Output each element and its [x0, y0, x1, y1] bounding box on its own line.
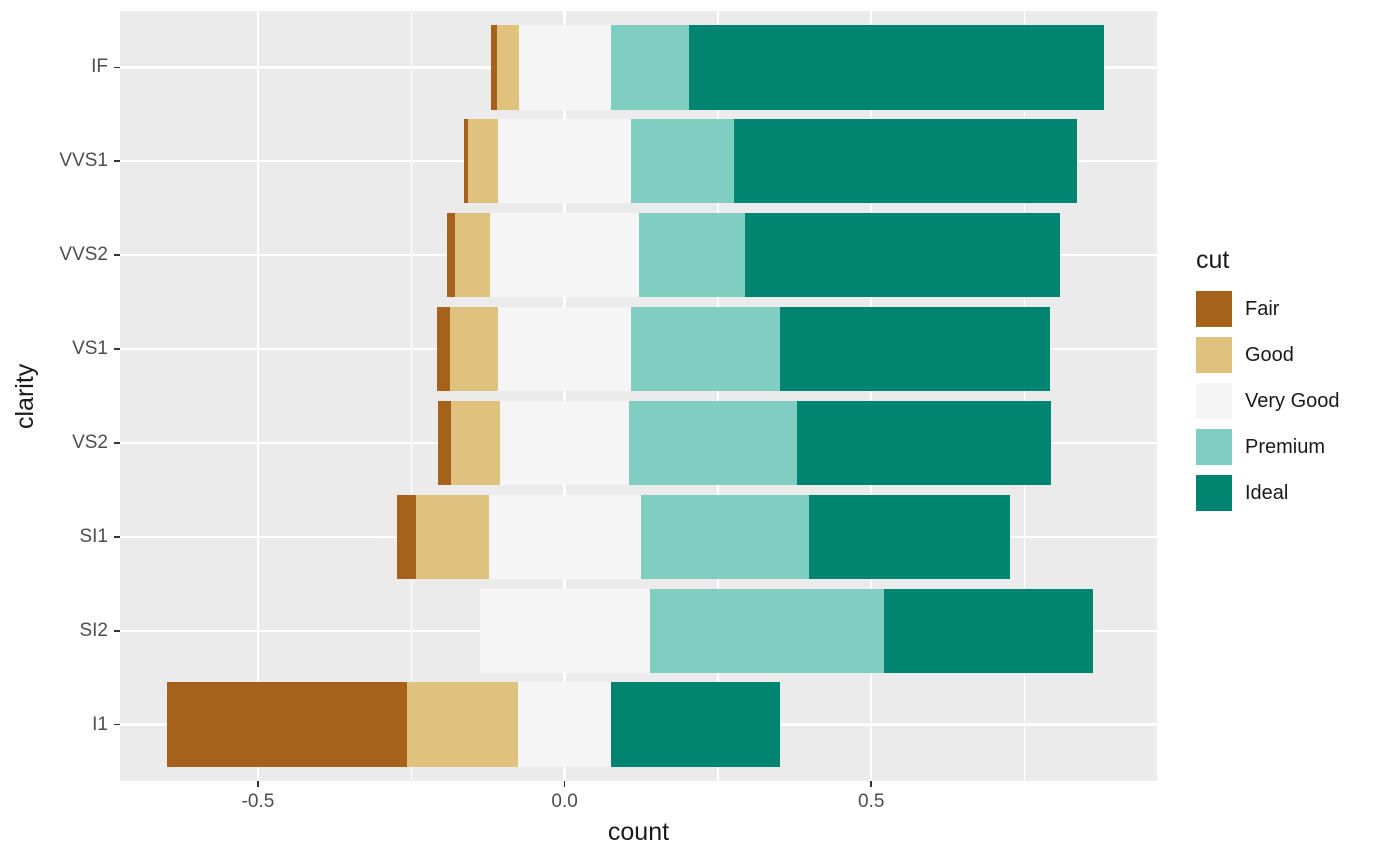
bar-segment-premium — [629, 400, 798, 486]
gridline-minor-vertical — [1023, 11, 1026, 781]
bar-segment-very-good — [479, 588, 650, 673]
y-tick-label: VVS2 — [59, 244, 108, 266]
legend-entry-premium: Premium — [1196, 429, 1340, 465]
y-axis-tick — [114, 160, 120, 163]
legend-entry-fair: Fair — [1196, 291, 1340, 327]
bar-segment-very-good — [488, 494, 641, 580]
y-axis-title: clarity — [11, 363, 39, 429]
bar-segment-premium — [610, 25, 690, 110]
legend-key-ideal — [1196, 475, 1232, 511]
legend-label-very-good: Very Good — [1245, 389, 1340, 412]
x-tick-label: 0.0 — [551, 791, 578, 812]
legend-label-ideal: Ideal — [1245, 481, 1289, 504]
x-axis-tick — [870, 781, 873, 787]
legend-entry-ideal: Ideal — [1196, 475, 1340, 511]
legend-label-good: Good — [1245, 343, 1294, 366]
y-tick-label: SI1 — [79, 525, 108, 547]
legend-key-very-good — [1196, 383, 1232, 419]
bar-segment-good — [406, 682, 519, 767]
legend-key-good — [1196, 337, 1232, 373]
bar-segment-good — [449, 306, 499, 392]
x-axis-tick — [563, 781, 566, 787]
gridline-major-vertical — [563, 11, 566, 781]
bar-segment-ideal — [808, 494, 1010, 580]
y-tick-label: IF — [91, 56, 108, 78]
bar-segment-ideal — [689, 25, 1105, 110]
y-axis-tick — [114, 629, 120, 632]
y-tick-label: I1 — [92, 713, 108, 735]
bar-segment-premium — [631, 306, 781, 392]
bar-segment-ideal — [610, 682, 781, 767]
legend: cut Fair Good Very Good Premium Ideal — [1196, 246, 1340, 521]
x-axis-title: count — [607, 818, 670, 846]
bar-segment-good — [455, 212, 490, 298]
legend-key-premium — [1196, 429, 1232, 465]
bar-segment-ideal — [744, 212, 1061, 298]
bar-segment-very-good — [489, 212, 640, 298]
y-tick-label: SI2 — [79, 619, 108, 641]
bar-segment-fair — [491, 25, 498, 110]
bar-segment-very-good — [498, 118, 631, 204]
y-axis-tick — [114, 723, 120, 726]
bar-segment-good — [450, 400, 500, 486]
y-axis-tick — [114, 348, 120, 350]
y-tick-label: VS1 — [72, 338, 108, 360]
legend-label-premium: Premium — [1245, 435, 1326, 458]
bar-segment-ideal — [733, 118, 1078, 204]
x-tick-label: 0.5 — [858, 791, 885, 812]
bar-segment-fair — [437, 400, 451, 486]
y-axis-tick — [114, 536, 120, 538]
legend-entry-very-good: Very Good — [1196, 383, 1340, 419]
y-axis-tick — [114, 254, 120, 256]
bar-segment-fair — [436, 306, 450, 392]
bar-segment-premium — [640, 494, 809, 580]
y-tick-label: VVS1 — [59, 150, 108, 172]
bar-segment-premium — [630, 118, 734, 204]
bar-segment-ideal — [797, 400, 1052, 486]
plot-panel — [120, 11, 1157, 781]
gridline-major-vertical — [256, 11, 260, 781]
legend-title: cut — [1196, 246, 1230, 274]
gridline-minor-vertical — [410, 11, 412, 781]
bar-segment-very-good — [499, 400, 630, 486]
bar-segment-very-good — [518, 25, 611, 110]
bar-segment-good — [415, 494, 489, 580]
x-tick-label: -0.5 — [241, 791, 275, 812]
legend-entry-good: Good — [1196, 337, 1340, 373]
gridline-minor-vertical — [717, 11, 719, 781]
bar-segment-fair — [396, 494, 416, 580]
bar-segment-premium — [649, 588, 885, 673]
gridline-major-vertical — [870, 11, 873, 781]
x-axis-tick — [257, 781, 259, 787]
y-axis-tick — [114, 66, 120, 69]
y-tick-label: VS2 — [72, 431, 108, 453]
bar-segment-fair — [166, 682, 407, 767]
bar-segment-good — [497, 25, 519, 110]
bar-segment-fair — [446, 212, 456, 298]
bar-segment-very-good — [518, 682, 611, 767]
bar-segment-fair — [464, 118, 468, 204]
bar-segment-ideal — [884, 588, 1093, 673]
legend-entries: Fair Good Very Good Premium Ideal — [1196, 291, 1340, 511]
bar-segment-premium — [639, 212, 745, 298]
legend-key-fair — [1196, 291, 1232, 327]
bar-segment-very-good — [498, 306, 632, 392]
legend-label-fair: Fair — [1245, 297, 1280, 320]
bar-segment-good — [467, 118, 499, 204]
y-axis-tick — [114, 442, 120, 444]
bar-segment-ideal — [780, 306, 1050, 392]
